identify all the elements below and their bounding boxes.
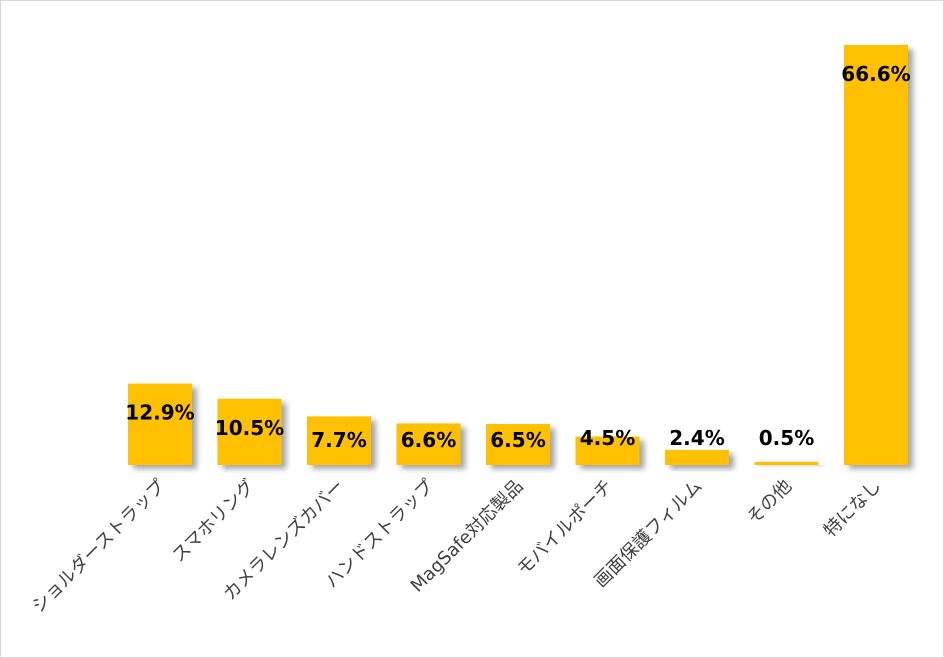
bar-2 <box>217 398 282 465</box>
category-label-8: その他 <box>743 476 796 529</box>
category-label-6: モバイルポーチ <box>513 476 617 580</box>
bar-9 <box>844 45 908 465</box>
data-label-8: 0.5% <box>759 426 814 450</box>
bar-6 <box>575 436 640 465</box>
data-label-3: 7.7% <box>311 428 366 452</box>
data-label-7: 2.4% <box>669 426 724 450</box>
data-label-6: 4.5% <box>580 426 635 450</box>
bars-layer <box>128 45 908 465</box>
bar-5 <box>486 424 550 465</box>
data-label-2: 10.5% <box>215 416 284 440</box>
data-label-1: 12.9% <box>125 401 194 425</box>
category-labels-layer: ショルダーストラップスマホリングカメラレンズカバーハンドストラップMagSafe… <box>28 476 885 617</box>
bar-8 <box>754 461 819 465</box>
category-label-9: 特になし <box>820 476 886 542</box>
value-labels-layer: 12.9% 10.5% 7.7% 6.6% 6.5% 4.5% 2.4% 0.5% 66.6% <box>125 62 910 452</box>
bar-7 <box>665 449 729 465</box>
bar-4 <box>396 423 461 465</box>
data-label-9: 66.6% <box>841 62 910 86</box>
data-label-4: 6.6% <box>401 428 456 452</box>
bar-3 <box>307 416 371 465</box>
data-label-5: 6.5% <box>490 428 545 452</box>
bar-1 <box>128 383 192 465</box>
category-label-1: ショルダーストラップ <box>28 476 169 617</box>
category-label-2: スマホリング <box>168 476 259 567</box>
